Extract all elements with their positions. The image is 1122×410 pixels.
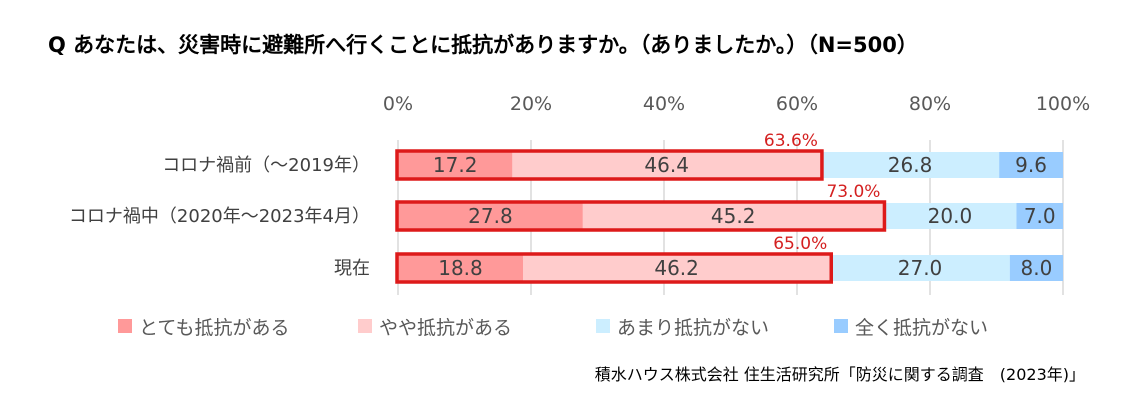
data-label: 26.8: [888, 153, 933, 177]
highlight-box: [395, 149, 824, 181]
data-label: 7.0: [1024, 204, 1056, 228]
data-label: 9.6: [1015, 153, 1047, 177]
data-label: 27.0: [898, 256, 943, 280]
total-label: 63.6%: [764, 131, 818, 151]
legend-label: 全く抵抗がない: [855, 317, 988, 339]
bar-segment: [398, 203, 583, 229]
legend-label: やや抵抗がある: [379, 317, 512, 339]
x-tick-label: 60%: [776, 93, 818, 115]
chart-title: Q あなたは、災害時に避難所へ行くことに抵抗がありますか。（ありましたか。）（N…: [48, 33, 918, 57]
bar-segment: [820, 152, 1000, 178]
x-tick-label: 80%: [909, 93, 951, 115]
bar-segment: [999, 152, 1063, 178]
legend-label: とても抵抗がある: [139, 317, 289, 339]
bar-segment: [523, 255, 831, 281]
data-label: 46.4: [644, 153, 689, 177]
bar-segment: [582, 203, 884, 229]
data-label: 17.2: [433, 153, 478, 177]
legend-swatch: [118, 319, 132, 333]
data-label: 8.0: [1020, 256, 1052, 280]
legend-label: あまり抵抗がない: [617, 317, 769, 339]
data-label: 20.0: [928, 204, 973, 228]
bar-segment: [398, 255, 524, 281]
category-label: コロナ禍中（2020年～2023年4月）: [69, 206, 370, 227]
source-note: 積水ハウス株式会社 住生活研究所「防災に関する調査 (2023年)」: [595, 365, 1085, 384]
legend-swatch: [358, 319, 372, 333]
total-label: 65.0%: [773, 234, 827, 254]
category-label: 現在: [334, 258, 370, 279]
legend-swatch: [834, 319, 848, 333]
x-tick-label: 0%: [383, 93, 413, 115]
total-label: 73.0%: [826, 182, 880, 202]
x-tick-label: 100%: [1036, 93, 1090, 115]
bar-segment: [1016, 203, 1063, 229]
bar-segment: [512, 152, 821, 178]
data-label: 18.8: [438, 256, 483, 280]
bar-segment: [398, 152, 513, 178]
legend-swatch: [596, 319, 610, 333]
bar-segment: [883, 203, 1017, 229]
bar-segment: [1009, 255, 1063, 281]
category-label: コロナ禍前（～2019年）: [162, 155, 370, 176]
highlight-box: [395, 252, 833, 284]
x-tick-label: 20%: [510, 93, 552, 115]
highlight-box: [395, 200, 887, 232]
data-label: 45.2: [711, 204, 756, 228]
data-label: 46.2: [654, 256, 699, 280]
x-tick-label: 40%: [643, 93, 685, 115]
bar-segment: [830, 255, 1010, 281]
data-label: 27.8: [468, 204, 513, 228]
